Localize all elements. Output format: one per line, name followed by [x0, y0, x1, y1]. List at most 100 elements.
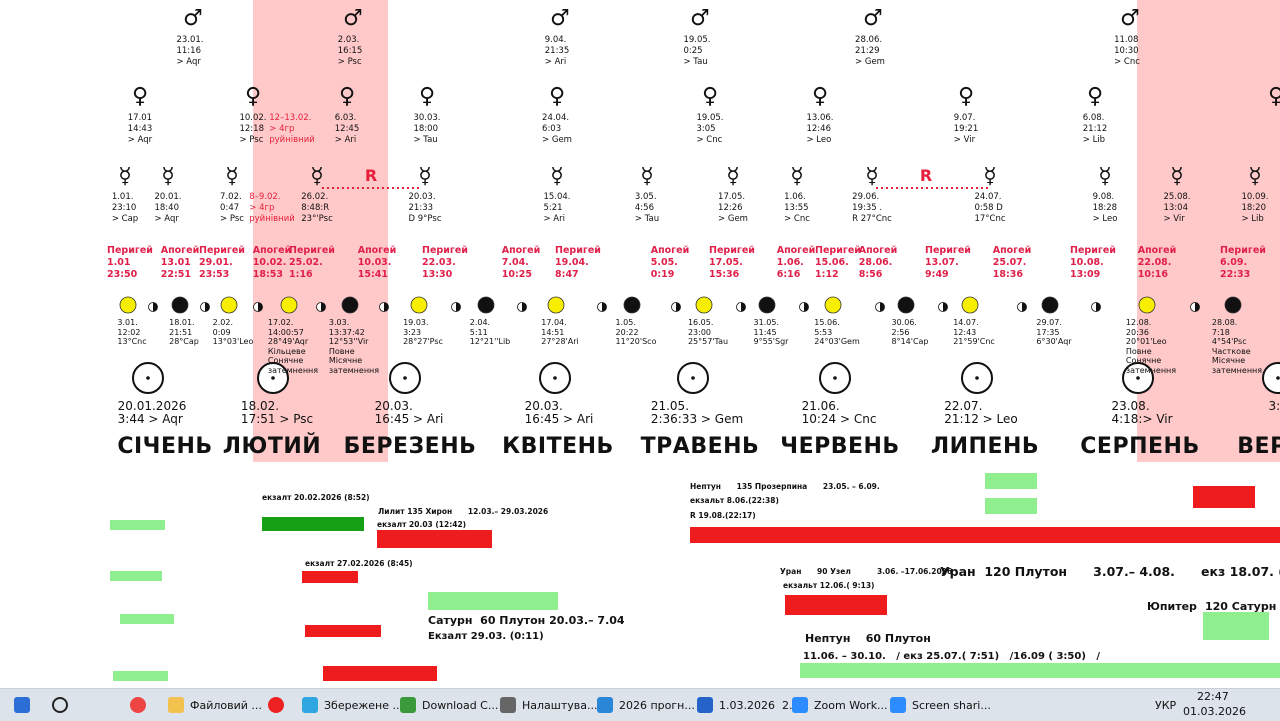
full-moon-icon	[119, 296, 137, 314]
perigee-apogee: Перигей 22.03. 13:30	[422, 245, 468, 280]
app-icon[interactable]	[400, 697, 416, 713]
moon-phase-entry: 12.08. 20:36 20°01'Leo Повне Сонячне зат…	[1125, 318, 1177, 375]
quarter-moon-icon	[456, 302, 461, 312]
perigee-apogee: Перигей 13.07. 9:49	[925, 245, 971, 280]
perigee-apogee: Перигей 17.05. 15:36	[709, 245, 755, 280]
aspect-note: Уран 90 Узел 3.06. –17.06.2026	[780, 567, 953, 576]
sun-ingress-icon	[271, 376, 275, 380]
mercury-symbol: ☿	[161, 164, 175, 189]
sun-ingress-entry: 20.01.2026 3:44 > Aqr	[117, 399, 187, 426]
aspect-bar	[785, 595, 887, 615]
full-moon-icon	[280, 296, 298, 314]
venus-symbol: ♀	[1086, 84, 1104, 109]
moon-phase-entry: 30.06. 2:56 8°14'Cap	[891, 318, 929, 346]
month-name: ЧЕРВЕНЬ	[780, 434, 900, 459]
venus-entry: 9.07. 19:21 > Vir	[953, 113, 979, 145]
app-icon[interactable]	[168, 697, 184, 713]
venus-entry: 6.03. 12:45 > Ari	[334, 113, 360, 145]
venus-symbol: ♀	[1267, 84, 1280, 109]
moon-phase-entry: 17.02. 14:00:57 28°49'Aqr Кільцеве Соняч…	[267, 318, 319, 375]
venus-note: 12–13.02. > 4гр руйнівний	[269, 113, 315, 145]
month-name: ЛИПЕНЬ	[930, 434, 1040, 459]
new-moon-icon	[897, 296, 915, 314]
start-button[interactable]	[14, 697, 30, 713]
clock-time[interactable]: 22:47	[1197, 690, 1229, 703]
venus-entry: 6.08. 21:12 > Lib	[1082, 113, 1108, 145]
mercury-symbol: ☿	[1248, 164, 1262, 189]
new-moon-icon	[758, 296, 776, 314]
sun-ingress-icon	[146, 376, 150, 380]
quarter-moon-icon	[384, 302, 389, 312]
perigee-apogee: Перигей 1.01 23:50	[107, 245, 153, 280]
quarter-moon-icon	[1022, 302, 1027, 312]
taskbar-app[interactable]: Файловий ...	[190, 699, 262, 712]
icons-layer	[119, 187, 1280, 394]
sun-ingress-icon	[975, 376, 979, 380]
aspect-note: Нептун 60 Плутон	[805, 632, 931, 645]
aspect-bar	[985, 498, 1037, 514]
mercury-symbol: ☿	[225, 164, 239, 189]
sun-ingress-entry: 21.05. 2:36:33 > Gem	[650, 399, 744, 426]
app-icon[interactable]	[890, 697, 906, 713]
taskbar-app[interactable]: 1.03.2026 2...	[719, 699, 800, 712]
taskbar-app[interactable]: Download C...	[422, 699, 499, 712]
mercury-symbol: ☿	[1098, 164, 1112, 189]
quarter-moon-icon	[943, 302, 948, 312]
venus-symbol: ♀	[418, 84, 436, 109]
mars-symbol: ♂	[343, 6, 363, 31]
mercury-entry: 24.07. 0:58 D 17°Cnc	[974, 192, 1006, 224]
venus-symbol: ♀	[244, 84, 262, 109]
app-icon[interactable]	[792, 697, 808, 713]
language[interactable]: УКР	[1155, 699, 1177, 712]
mercury-symbol: ☿	[865, 164, 879, 189]
sun-ingress-icon	[833, 376, 837, 380]
perigee-apogee: Апогей 25.07. 18:36	[992, 245, 1032, 280]
taskbar[interactable]: Файловий ... Збережене ... Download C... На…	[0, 688, 1280, 721]
sun-ingress-icon	[1276, 376, 1280, 380]
venus-symbol: ♀	[548, 84, 566, 109]
pinned-app[interactable]	[130, 697, 146, 713]
taskbar-app[interactable]: Налаштува...	[522, 699, 598, 712]
aspect-note: Лилит 135 Хирон 12.03.– 29.03.2026	[378, 507, 549, 516]
moon-phase-entry: 3.03. 13:37:42 12°53''Vir Повне Місячне …	[328, 318, 380, 375]
venus-symbol: ♀	[131, 84, 149, 109]
moon-phase-entry: 29.07. 17:35 6°30'Aqr	[1036, 318, 1072, 346]
app-icon[interactable]	[302, 697, 318, 713]
clock-date[interactable]: 01.03.2026	[1183, 705, 1246, 718]
month-name: ВЕР	[1237, 434, 1280, 459]
mars-entry: 2.03. 16:15 > Psc	[337, 35, 363, 67]
mercury-entry: 1.01. 23:10 > Cap	[111, 192, 139, 224]
sun-ingress-entry: 22.07. 21:12 > Leo	[944, 399, 1018, 426]
mercury-symbol: ☿	[640, 164, 654, 189]
mercury-symbol: ☿	[1170, 164, 1184, 189]
pinned-app[interactable]	[268, 697, 284, 713]
taskbar-app[interactable]: Zoom Work...	[814, 699, 888, 712]
mercury-entry: 25.08. 13:04 > Vir	[1163, 192, 1191, 224]
mars-entry: 9.04. 21:35 > Ari	[544, 35, 570, 67]
aspect-bar	[690, 527, 1280, 543]
mercury-entry: 29.06. 19:35 . R 27°Cnc	[852, 192, 892, 224]
mars-entry: 19.05. 0:25 > Tau	[683, 35, 711, 67]
aspect-note: екзалт 20.02.2026 (8:52)	[262, 493, 370, 502]
aspect-bar	[302, 571, 358, 583]
app-icon[interactable]	[500, 697, 516, 713]
app-icon[interactable]	[697, 697, 713, 713]
month-name: КВІТЕНЬ	[502, 434, 614, 459]
month-name: СІЧЕНЬ	[117, 434, 213, 459]
venus-symbol: ♀	[957, 84, 975, 109]
aspect-note: Екзалт 29.03. (0:11)	[428, 631, 544, 642]
search-button[interactable]	[52, 697, 68, 713]
new-moon-icon	[171, 296, 189, 314]
app-icon[interactable]	[597, 697, 613, 713]
perigee-apogee: Апогей 10.02. 18:53	[252, 245, 292, 280]
aspect-bar	[262, 517, 364, 531]
aspect-bar	[1193, 486, 1255, 508]
taskbar-app[interactable]: 2026 прогн...	[619, 699, 695, 712]
quarter-moon-icon	[258, 302, 263, 312]
mercury-entry: 15.04. 5:21 > Ari	[543, 192, 571, 224]
retrograde-mark: R	[919, 166, 933, 185]
taskbar-app[interactable]: Збережене ...	[324, 699, 403, 712]
perigee-apogee: Апогей 13.01 22:51	[160, 245, 200, 280]
taskbar-app[interactable]: Screen shari...	[912, 699, 991, 712]
